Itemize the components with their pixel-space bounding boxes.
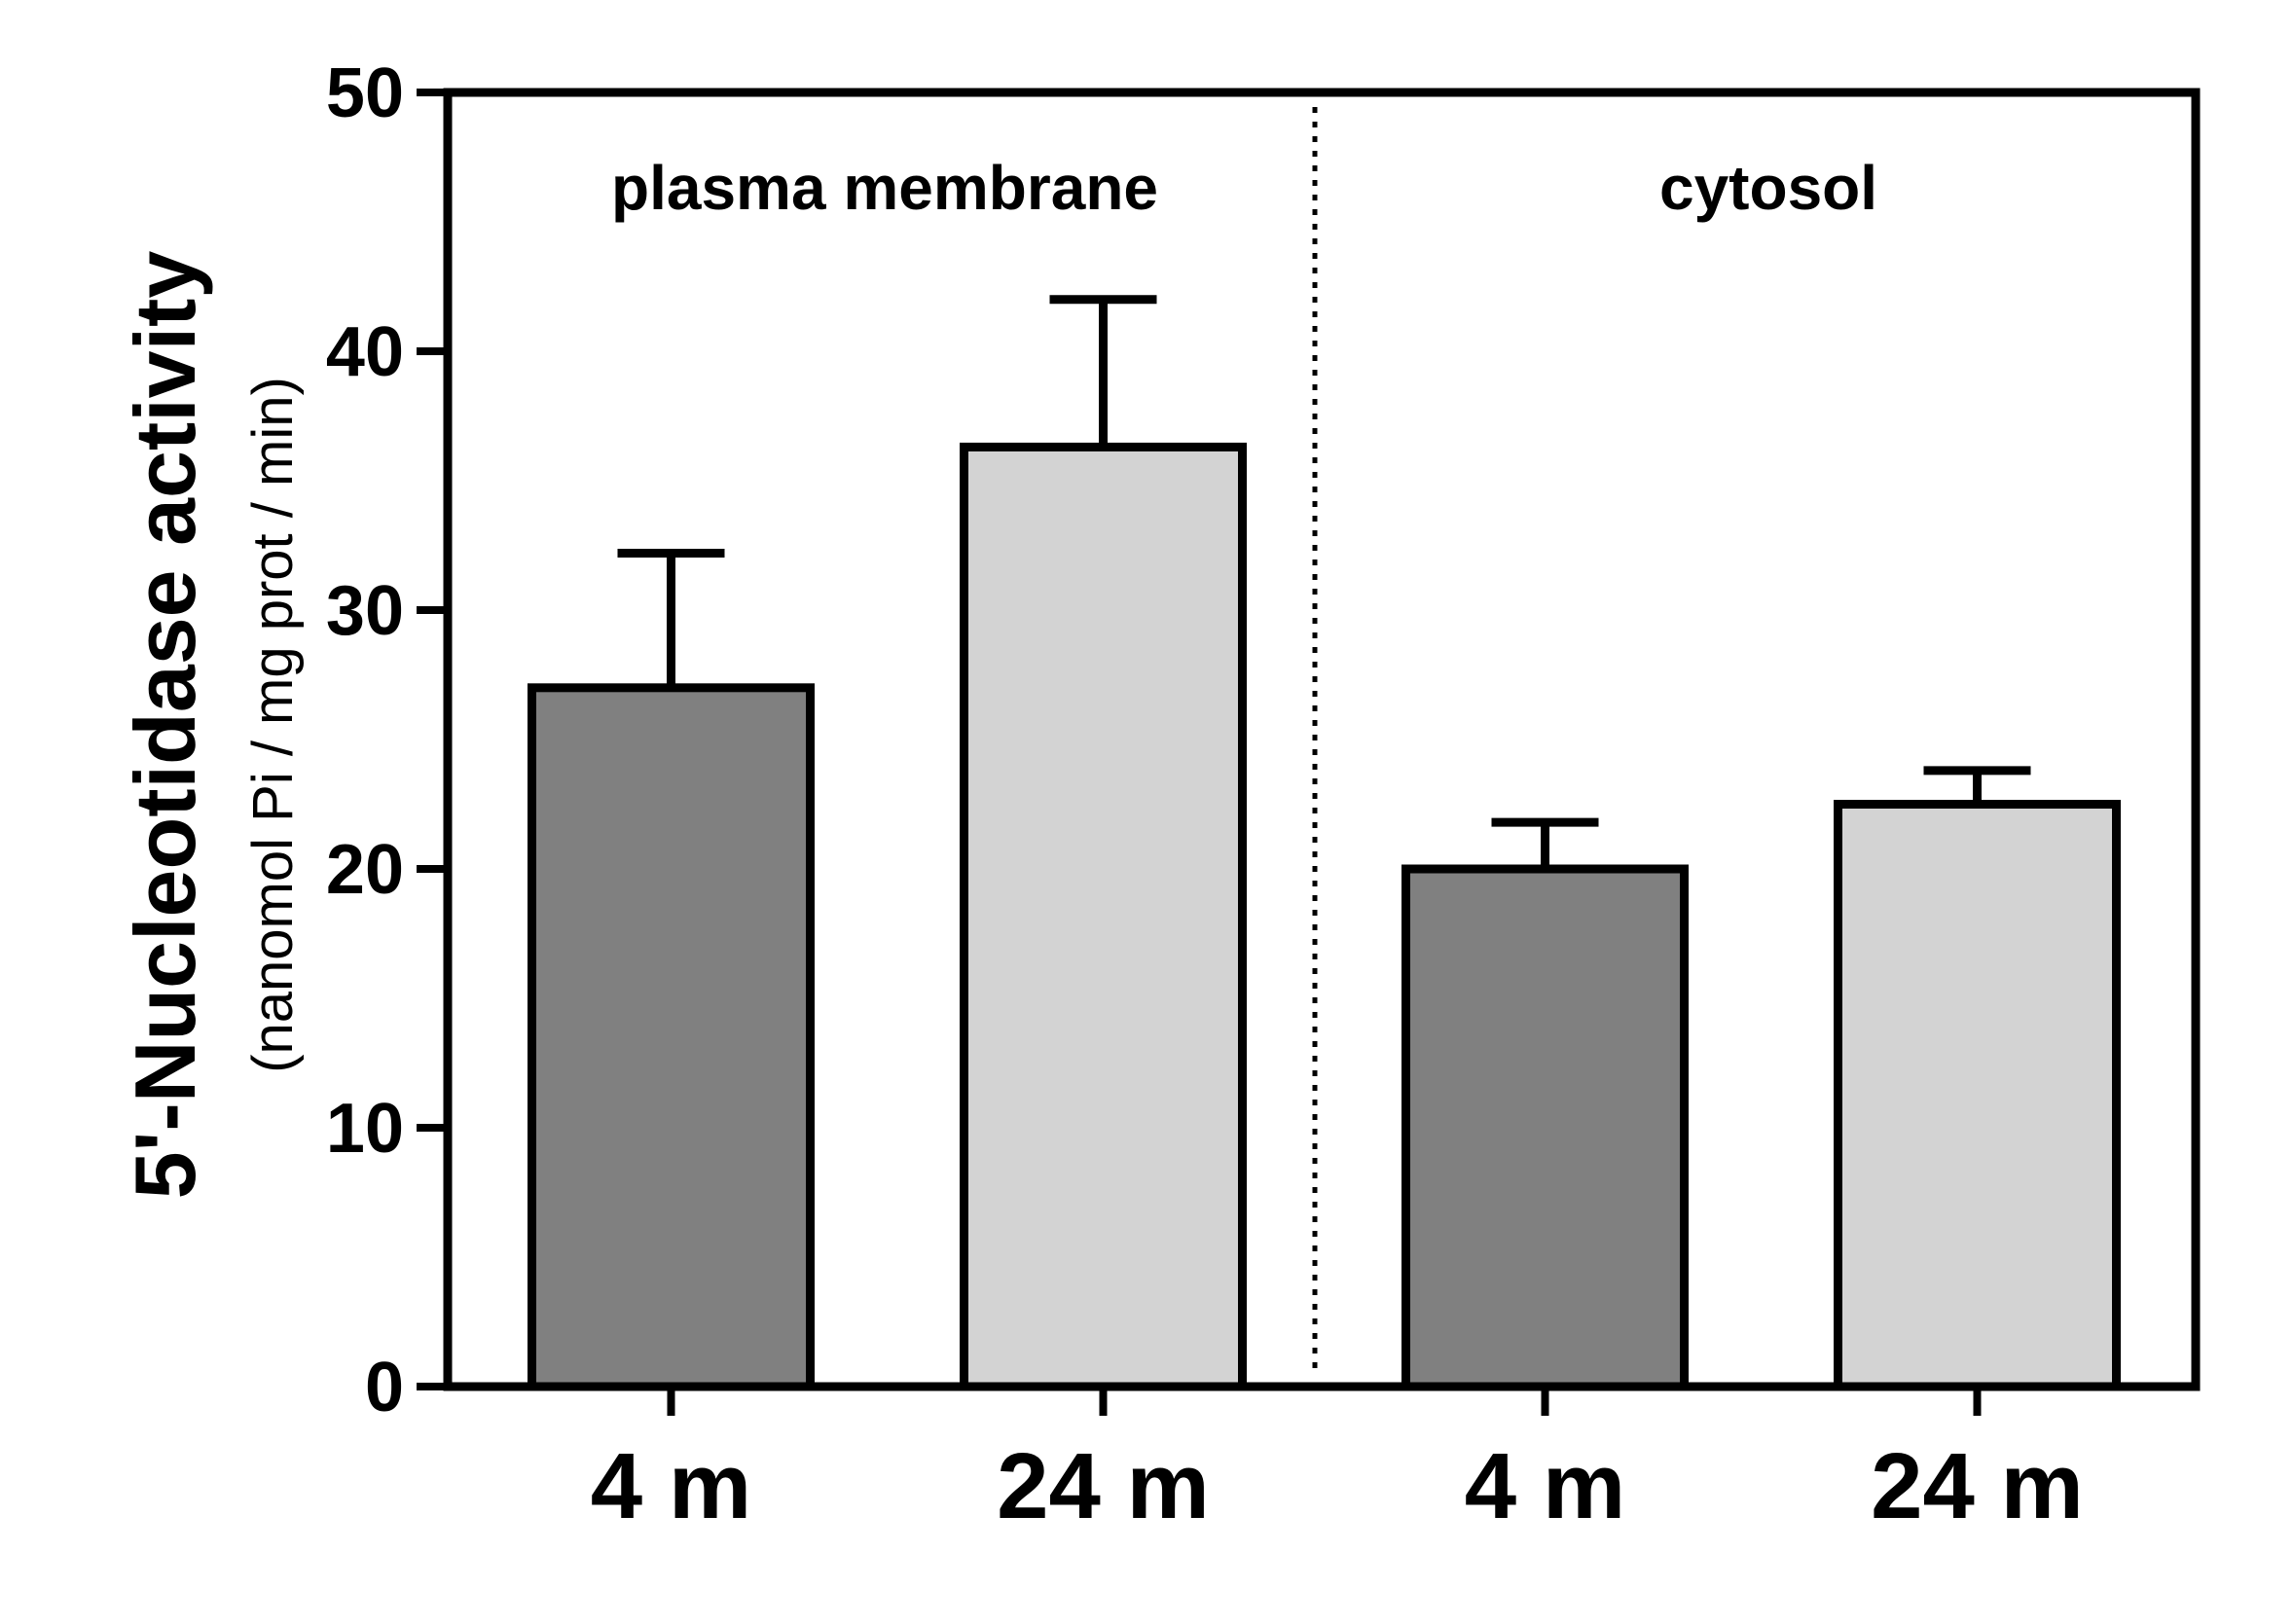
y-tick-label: 10: [326, 1090, 404, 1168]
x-category-label: 24 m: [1871, 1434, 2084, 1538]
x-category-label: 4 m: [591, 1434, 751, 1538]
panel-label: plasma membrane: [611, 153, 1158, 223]
y-tick-label: 50: [326, 54, 404, 132]
bar: [1401, 864, 1689, 1391]
plot-frame: [443, 88, 2201, 1391]
plot-area: 0 10 20 30 40 50 plasma membrane 4 m 24 m cytosol…: [326, 54, 2201, 1538]
panel-label: cytosol: [1659, 153, 1877, 223]
y-tick-label: 30: [326, 572, 404, 650]
bar: [960, 442, 1247, 1391]
x-category-label: 4 m: [1465, 1434, 1625, 1538]
y-tick-label: 0: [365, 1349, 404, 1426]
y-axis-title: 5'-Nucleotidase activity: [117, 251, 213, 1200]
bar: [1834, 800, 2121, 1391]
y-axis-units: (nanomol Pi / mg prot / min): [241, 377, 305, 1073]
bar: [528, 683, 815, 1391]
y-tick-label: 20: [326, 831, 404, 909]
y-axis-units-group: (nanomol Pi / mg prot / min): [241, 377, 305, 1073]
x-category-label: 24 m: [997, 1434, 1210, 1538]
y-tick-label: 40: [326, 313, 404, 391]
y-axis-title-group: 5'-Nucleotidase activity: [117, 251, 213, 1200]
